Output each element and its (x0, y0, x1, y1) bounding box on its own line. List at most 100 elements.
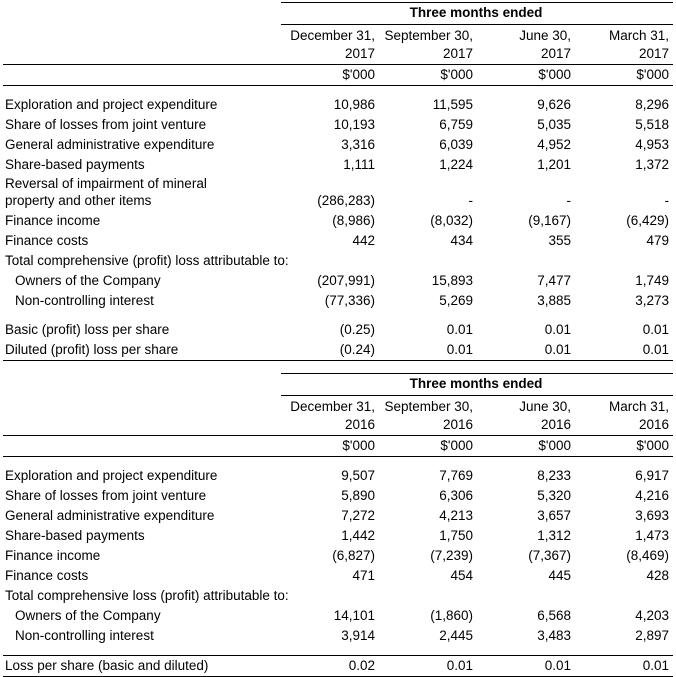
value-cell: (7,239) (430, 548, 473, 564)
column-header-month: December 31, (290, 28, 375, 43)
value-cell: 8,296 (635, 96, 670, 112)
table-row: Share-based payments 1,111 1,224 1,201 1,372 (3, 155, 673, 175)
value-cell: 4,952 (537, 136, 571, 152)
value-cell: 3,885 (537, 293, 571, 309)
column-header-month: September 30, (384, 28, 473, 43)
column-header: December 31, 2017 (281, 24, 379, 65)
table-row: Exploration and project expenditure 10,98… (3, 95, 673, 115)
value-cell: 5,320 (537, 488, 571, 504)
value-cell: 6,039 (439, 136, 473, 152)
quarterly-table-2017: Three months ended December 31, 2017 Septem… (3, 2, 674, 362)
value-cell: 0.01 (379, 340, 477, 362)
row-label-line: Reversal of impairment of mineral (5, 175, 207, 191)
row-label: Reversal of impairment of mineral propert… (3, 175, 281, 212)
value-cell: 1,749 (635, 273, 670, 289)
value-cell: (8,986) (332, 213, 375, 229)
row-label: Finance costs (5, 568, 89, 584)
column-header: June 30, 2017 (477, 24, 575, 65)
row-label-line: property and other items (5, 193, 152, 209)
span-header-label: Three months ended (281, 373, 674, 397)
date-header-row: December 31, 2017 September 30, 2017 June 30… (3, 24, 674, 65)
value-cell: (77,336) (324, 293, 375, 309)
value-cell: 3,657 (537, 508, 571, 524)
value-cell: 1,372 (635, 156, 670, 172)
table-row: Reversal of impairment of mineral propert… (3, 175, 673, 212)
value-cell: 3,483 (537, 628, 571, 644)
value-cell: 4,213 (439, 508, 473, 524)
value-cell: (286,283) (317, 193, 375, 209)
spacer-row (3, 456, 673, 466)
value-cell: 4,203 (635, 608, 670, 624)
value-cell: 3,316 (341, 136, 375, 152)
value-cell: 7,272 (341, 508, 375, 524)
row-label: General administrative expenditure (5, 508, 215, 524)
value-cell: 4,953 (635, 136, 670, 152)
date-header-row: December 31, 2016 September 30, 2016 June 30… (3, 395, 674, 436)
table-row: Basic (profit) loss per share (0.25) 0.01 0… (3, 320, 673, 340)
spacer-row (3, 646, 673, 656)
column-header-year: 2017 (638, 45, 670, 61)
value-cell: 11,595 (432, 96, 473, 112)
value-cell: 1,312 (537, 528, 571, 544)
value-cell: 2,445 (439, 628, 473, 644)
value-cell: 0.01 (575, 340, 674, 362)
value-cell: 355 (548, 233, 571, 249)
column-header: September 30, 2017 (379, 24, 477, 65)
quarterly-table-2016: Three months ended December 31, 2016 Septem… (3, 373, 674, 677)
unit-label: $'000 (575, 64, 674, 86)
table-row: Finance income (6,827) (7,239) (7,367) (8,46… (3, 546, 673, 566)
spacer-row (3, 311, 673, 320)
row-label: Finance costs (5, 233, 89, 249)
value-cell: - (468, 193, 474, 209)
row-label: Share-based payments (5, 528, 145, 544)
table-row: Owners of the Company 14,101 (1,860) 6,568 4… (3, 606, 673, 626)
section-label: Total comprehensive loss (profit) attrib… (5, 588, 289, 604)
value-cell: 0.01 (642, 322, 670, 338)
spacer-cell (3, 311, 673, 320)
value-cell: (9,167) (528, 213, 571, 229)
value-cell: 3,273 (635, 293, 670, 309)
value-cell: (0.25) (339, 322, 375, 338)
row-label: Exploration and project expenditure (5, 468, 218, 484)
value-cell: 10,986 (333, 96, 375, 112)
value-cell: 6,568 (537, 608, 571, 624)
row-label: Finance income (5, 213, 101, 229)
value-cell: 5,890 (341, 488, 375, 504)
value-cell: 1,473 (635, 528, 670, 544)
three-months-2016-header: Three months ended December 31, 2016 Septem… (3, 373, 674, 457)
column-header-year: 2016 (638, 417, 670, 433)
value-cell: 2,897 (635, 628, 670, 644)
unit-spacer-cell (3, 64, 281, 86)
value-cell: (0.24) (281, 340, 379, 362)
value-cell: 0.01 (477, 340, 575, 362)
value-cell: 6,759 (439, 116, 473, 132)
column-header-year: 2017 (344, 45, 375, 61)
value-cell: 0.01 (446, 322, 473, 338)
row-label: Share of losses from joint venture (5, 488, 207, 504)
value-cell: 434 (450, 233, 473, 249)
value-cell: 6,306 (439, 488, 473, 504)
column-header-year: 2016 (442, 417, 473, 433)
spacer-cell (3, 85, 673, 95)
span-header-row: Three months ended (3, 373, 674, 397)
column-header: December 31, 2016 (281, 395, 379, 436)
value-cell: (1,860) (430, 608, 473, 624)
value-cell: 8,233 (537, 468, 571, 484)
value-cell: 5,518 (635, 116, 670, 132)
table-row: Share of losses from joint venture 5,890 6… (3, 486, 673, 506)
spacer-cell (3, 646, 673, 656)
value-cell: 479 (646, 233, 670, 249)
value-cell: 1,201 (537, 156, 571, 172)
value-cell: 1,111 (343, 156, 375, 172)
column-header: September 30, 2016 (379, 395, 477, 436)
table-row: Finance costs 471 454 445 428 (3, 566, 673, 586)
value-cell: 15,893 (431, 273, 473, 289)
value-cell: 7,477 (537, 273, 571, 289)
span-header-row: Three months ended (3, 2, 674, 25)
unit-label: $'000 (477, 64, 575, 86)
value-cell: 471 (352, 568, 375, 584)
unit-label: $'000 (477, 435, 575, 457)
value-cell: (6,827) (332, 548, 375, 564)
table-row: Loss per share (basic and diluted) 0.02 0.… (3, 654, 674, 677)
